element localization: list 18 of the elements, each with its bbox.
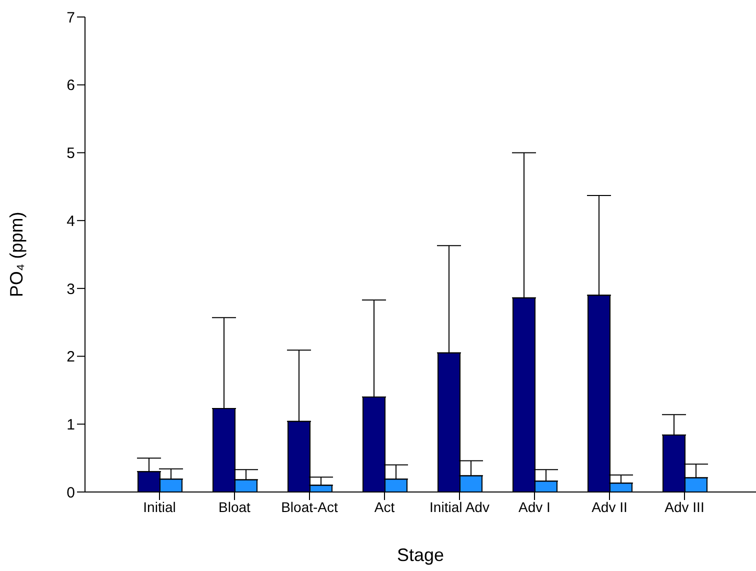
x-axis-title: Stage [396, 545, 444, 565]
y-axis-title: PO₄ (ppm) [6, 212, 26, 298]
x-tick-label: Act [374, 498, 395, 515]
y-tick-label: 1 [66, 416, 75, 434]
y-tick-label: 0 [66, 484, 75, 502]
y-tick-label: 4 [66, 212, 75, 230]
y-tick-label: 7 [66, 9, 75, 26]
y-tick-label: 2 [66, 348, 75, 366]
x-tick-label: Bloat-Act [281, 498, 338, 515]
y-tick-label: 6 [66, 77, 75, 94]
x-tick-label: Adv II [592, 498, 628, 515]
x-tick-label: Bloat [218, 498, 251, 515]
x-tick-label: Initial [143, 498, 176, 515]
x-tick-label: Initial Adv [430, 498, 490, 515]
y-tick-label: 3 [66, 280, 75, 298]
x-tick-label: Adv III [664, 498, 704, 515]
y-tick-label: 5 [66, 145, 75, 162]
x-tick-label: Adv I [518, 498, 550, 515]
